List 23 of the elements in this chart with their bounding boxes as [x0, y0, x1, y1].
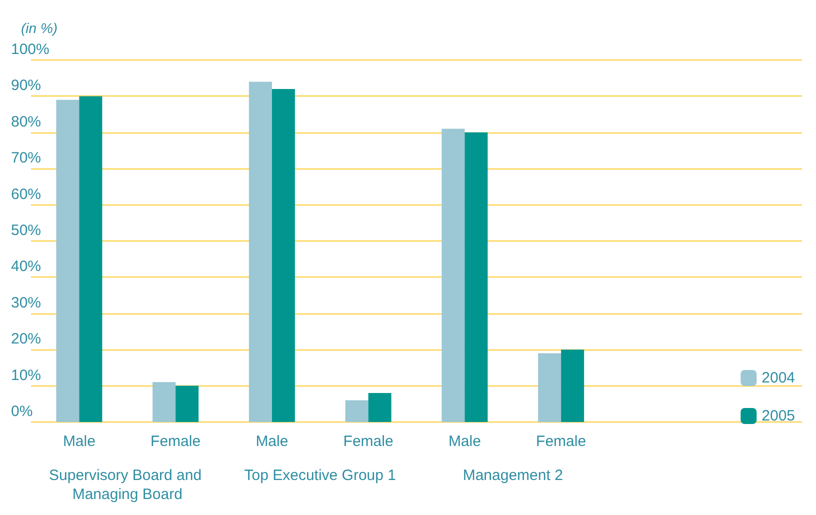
x-tick-label: Male	[256, 433, 288, 450]
y-tick-label: 30%	[11, 294, 42, 312]
y-tick-label: 70%	[11, 150, 42, 167]
y-axis-title: (in %)	[21, 20, 58, 36]
y-tick-label: 90%	[11, 77, 42, 94]
x-tick-label: Female	[343, 433, 394, 450]
y-tick-label: 50%	[11, 222, 42, 239]
text: Supervisory Board and Managing Board	[48, 467, 206, 503]
y-tick-label: 40%	[11, 258, 42, 276]
text: Top Executive Group 1	[244, 467, 396, 484]
x-tick-label: Female	[150, 433, 201, 450]
y-tick-label: 20%	[11, 330, 42, 348]
y-tick-label: 10%	[11, 366, 42, 384]
x-tick-label: Male	[448, 433, 481, 450]
legend-label: 2004	[762, 370, 796, 386]
y-tick-label: 60%	[11, 186, 42, 203]
y-tick-label: 100%	[11, 41, 50, 58]
y-tick-label: 80%	[11, 113, 42, 130]
x-tick-label: Female	[536, 433, 586, 450]
text: Management 2	[462, 467, 563, 484]
legend-label: 2005	[762, 408, 796, 424]
x-tick-label: Male	[62, 433, 96, 450]
y-tick-label: 0%	[11, 403, 33, 420]
